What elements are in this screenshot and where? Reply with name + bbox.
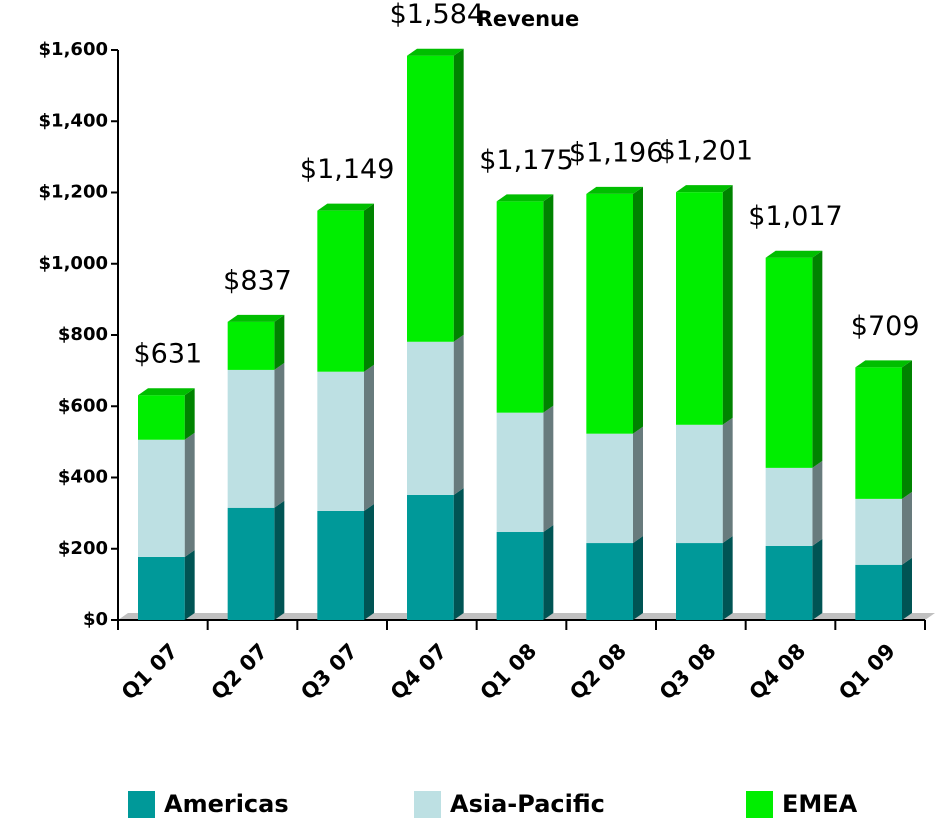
bar-segment: [407, 494, 454, 620]
bar-side: [364, 503, 374, 620]
bar-side: [364, 203, 374, 372]
bar-segment: [407, 55, 454, 342]
bar-top: [227, 314, 285, 322]
y-tick-label: $600: [58, 395, 108, 416]
bar-segment: [496, 412, 544, 533]
legend-swatch: [414, 791, 441, 818]
bar-side: [453, 487, 464, 620]
x-tick-label: Q2 08: [565, 639, 631, 705]
bar-segment: [586, 543, 633, 620]
bar-side: [274, 500, 285, 620]
bar-segment: [676, 192, 723, 425]
bar-top: [855, 360, 912, 368]
total-label: $1,017: [748, 201, 842, 232]
bar-segment: [765, 545, 813, 620]
bar-side: [812, 538, 823, 620]
bar-side: [812, 460, 823, 546]
bar-segment: [227, 369, 275, 508]
bar-segment: [676, 543, 723, 620]
y-tick-label: $1,400: [39, 110, 108, 131]
x-tick-label: Q1 09: [834, 639, 900, 705]
bar-side: [902, 491, 912, 565]
bar-top: [317, 203, 374, 211]
total-label: $837: [223, 265, 292, 296]
bar-segment: [496, 201, 544, 413]
bar-side: [184, 388, 195, 440]
bar-segment: [407, 341, 454, 495]
x-tick-label: Q1 07: [117, 639, 183, 705]
bar-segment: [138, 556, 185, 620]
bar-segment: [317, 510, 364, 620]
bar-top: [765, 250, 823, 258]
y-tick-label: $800: [58, 324, 108, 345]
bar-side: [543, 194, 554, 413]
total-label: $631: [133, 339, 202, 370]
bar-side: [812, 250, 823, 468]
bar-segment: [317, 371, 364, 511]
bar-segment: [676, 424, 723, 544]
y-tick-label: $1,200: [39, 182, 108, 203]
chart-title: Revenue: [477, 7, 580, 31]
bar-side: [633, 186, 643, 434]
bar-top: [676, 185, 733, 193]
x-tick-label: Q3 08: [655, 639, 721, 705]
y-tick-label: $400: [58, 467, 108, 488]
x-tick-label: Q4 08: [745, 639, 811, 705]
bar-side: [722, 536, 733, 620]
bar-segment: [586, 193, 633, 434]
bar-segment: [855, 498, 902, 565]
bar-side: [453, 48, 464, 342]
bar-side: [274, 314, 285, 370]
x-tick-label: Q4 07: [386, 639, 452, 705]
bar-side: [453, 334, 464, 495]
bar-side: [274, 362, 285, 508]
bar-segment: [317, 210, 364, 372]
total-label: $1,201: [659, 136, 753, 167]
bar-side: [543, 405, 554, 533]
bar-side: [722, 185, 733, 425]
bar-segment: [765, 257, 813, 468]
bar-top: [138, 388, 195, 396]
bar-side: [184, 549, 195, 620]
bar-segment: [227, 507, 275, 620]
legend-swatch: [128, 791, 155, 818]
bar-top: [586, 186, 643, 194]
total-label: $1,175: [479, 145, 573, 176]
bar-side: [543, 525, 554, 620]
x-tick-label: Q3 07: [296, 639, 362, 705]
bar-side: [902, 360, 912, 499]
y-tick-label: $0: [83, 609, 108, 630]
legend-label: EMEA: [782, 790, 858, 818]
bar-top: [496, 194, 554, 202]
x-tick-label: Q2 07: [207, 639, 273, 705]
bar-segment: [765, 467, 813, 546]
legend-label: Americas: [164, 790, 289, 818]
bar-side: [184, 432, 195, 557]
bar-segment: [586, 433, 633, 544]
bar-segment: [496, 532, 544, 620]
bar-segment: [855, 564, 902, 620]
bar-side: [633, 426, 643, 544]
y-tick-label: $200: [58, 538, 108, 559]
legend-swatch: [746, 791, 773, 818]
total-label: $1,584: [390, 0, 484, 30]
bar-side: [722, 417, 733, 544]
total-label: $1,149: [300, 154, 394, 185]
bar-segment: [227, 321, 275, 370]
legend-label: Asia-Pacific: [450, 790, 605, 818]
bar-side: [633, 536, 643, 620]
bar-segment: [855, 367, 902, 499]
total-label: $709: [851, 311, 920, 342]
total-label: $1,196: [569, 137, 663, 168]
y-tick-label: $1,000: [39, 253, 108, 274]
y-tick-label: $1,600: [39, 39, 108, 60]
bar-top: [407, 48, 464, 56]
bar-segment: [138, 395, 185, 440]
bar-segment: [138, 439, 185, 557]
bar-side: [902, 557, 912, 620]
bar-side: [364, 364, 374, 511]
x-tick-label: Q1 08: [476, 639, 542, 705]
